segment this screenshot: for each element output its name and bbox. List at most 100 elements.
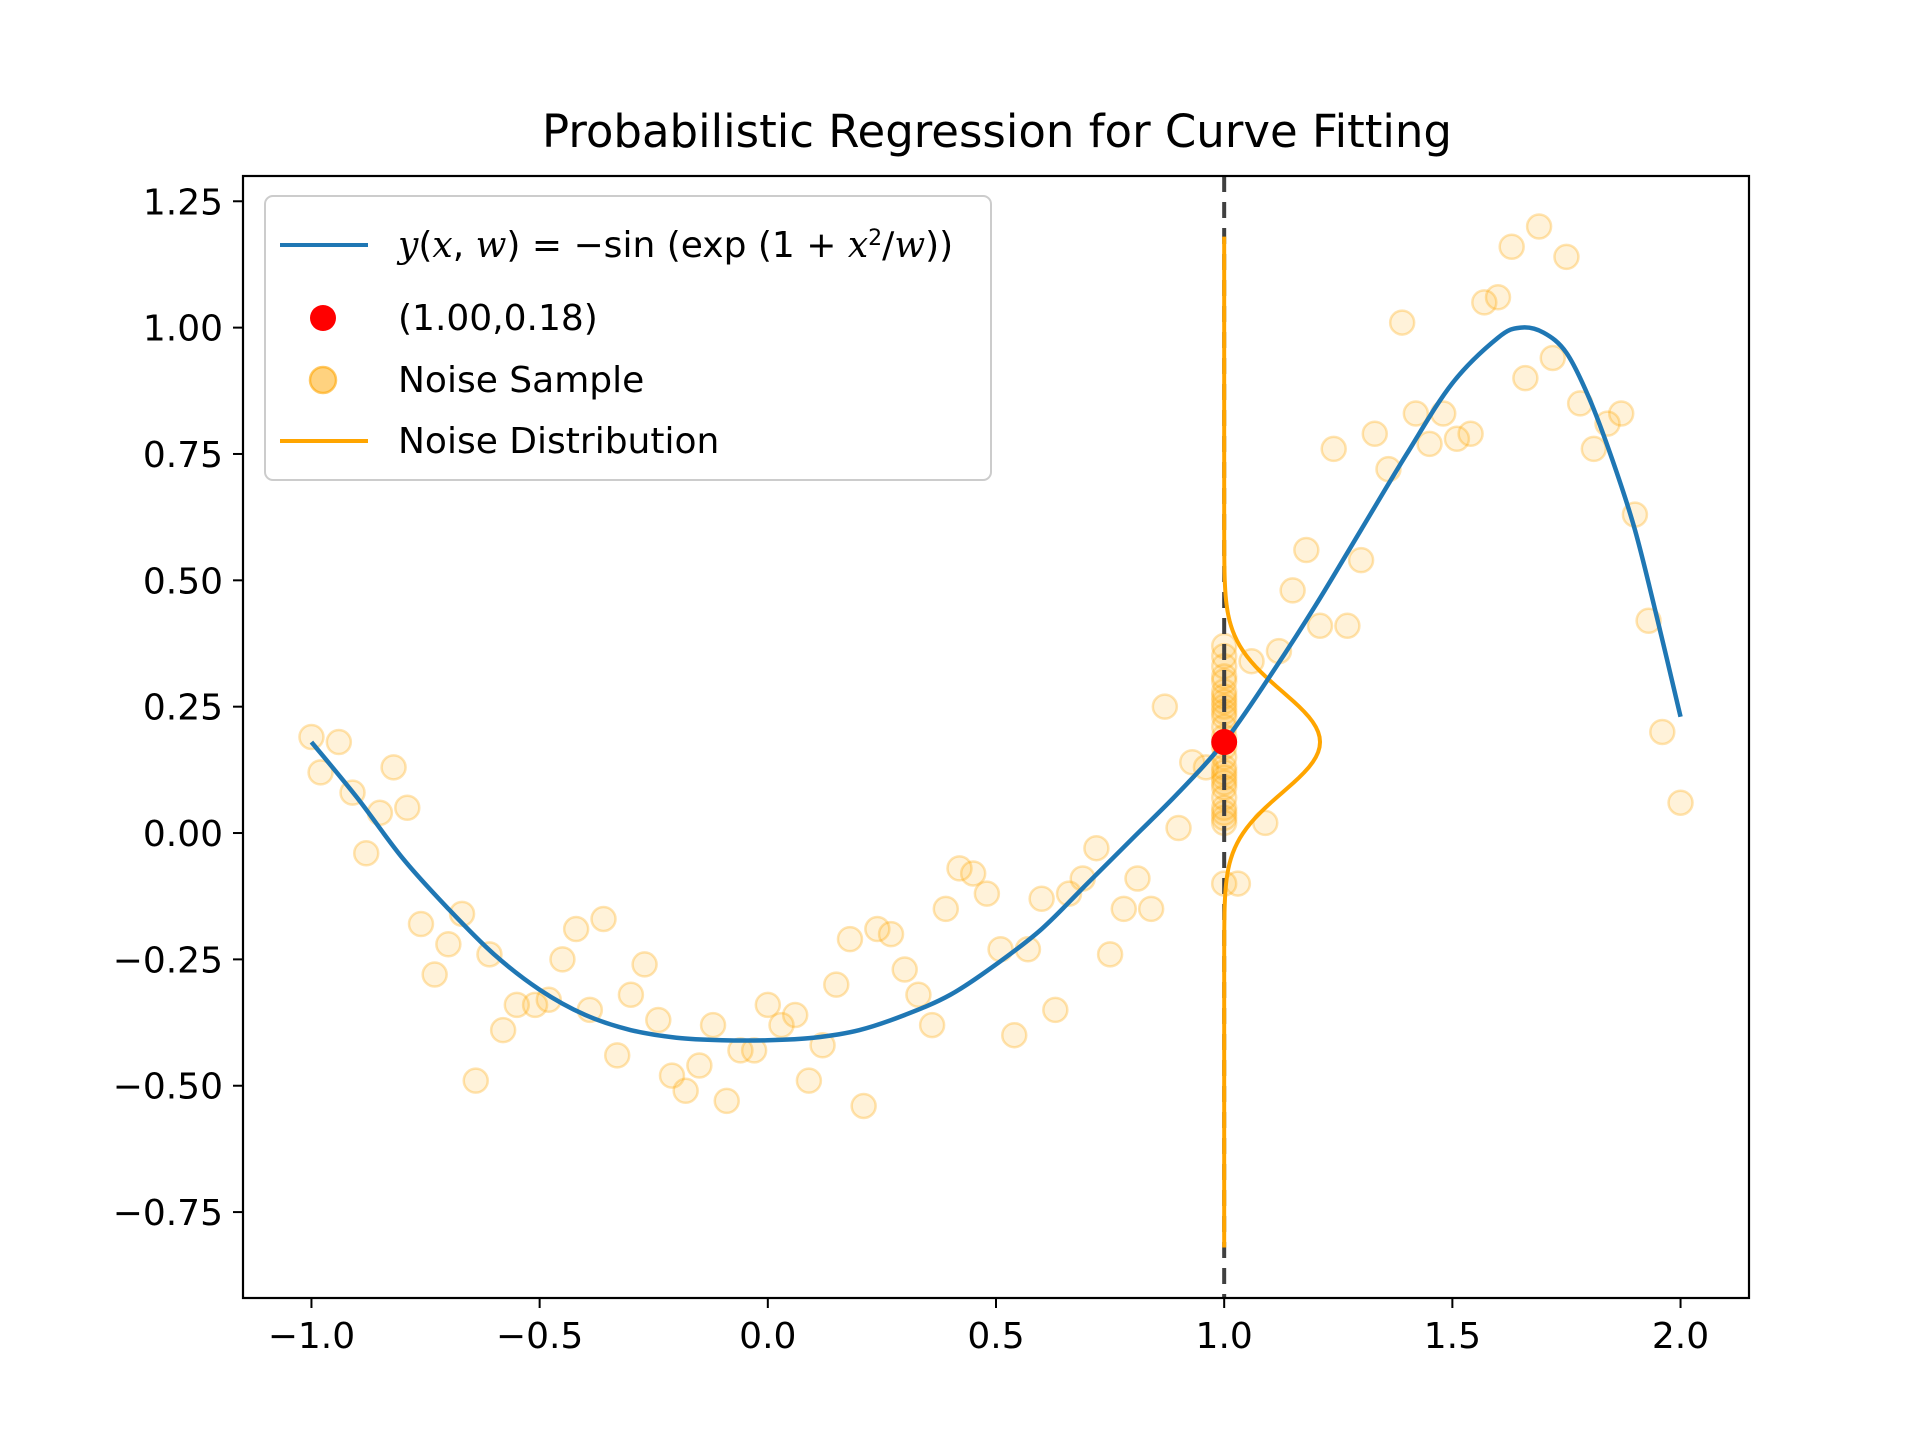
noise-sample-point: [1137, 895, 1165, 923]
noise-sample-point: [1457, 420, 1484, 448]
noise-sample-point: [549, 946, 576, 973]
noise-sample-point: [1512, 364, 1539, 392]
highlight-point: [1211, 729, 1238, 756]
model-curve: [309, 325, 1683, 1043]
noise-sample-point: [489, 1016, 517, 1044]
noise-sample-point: [1402, 400, 1430, 427]
noise-sample-point: [1484, 284, 1512, 311]
noise-sample-point: [521, 991, 549, 1019]
noise-sample-point: [631, 951, 658, 978]
noise-sample-point: [1416, 430, 1443, 458]
noise-sample-point: [686, 1052, 713, 1079]
noise-sample-point: [325, 728, 353, 756]
noise-sample-point: [905, 981, 932, 1009]
legend: y(x, w) = −sin (exp (1 + x2/w)) (1.00,0.…: [264, 195, 992, 481]
noise-sample-point: [946, 855, 973, 882]
noise-sample-point: [1110, 895, 1138, 923]
y-tick-label: 1.00: [143, 309, 223, 350]
noise-sample-point: [503, 991, 531, 1019]
noise-sample-point: [407, 910, 435, 938]
x-tick-label: 0.5: [967, 1316, 1024, 1357]
noise-sample-point: [435, 930, 462, 958]
noise-sample-point: [1083, 834, 1110, 862]
noise-sample-point: [713, 1087, 740, 1115]
noise-sample-point: [1320, 435, 1347, 463]
y-tick-label: −0.50: [113, 1067, 223, 1108]
noise-sample-point: [394, 794, 421, 822]
chart-title: Probabilistic Regression for Curve Fitti…: [542, 105, 1452, 158]
noise-sample-point: [590, 905, 617, 933]
x-tick-label: 1.5: [1424, 1316, 1481, 1357]
noise-sample-point: [352, 839, 380, 867]
noise-sample-point: [823, 971, 850, 998]
x-tick-label: −1.0: [268, 1316, 355, 1357]
noise-sample-point: [366, 799, 394, 827]
noise-sample-point: [672, 1077, 699, 1105]
noise-sample-point: [1306, 612, 1334, 640]
noise-sample-point: [658, 1062, 686, 1089]
noise-sample-point: [1498, 233, 1525, 261]
noise-sample-point: [1334, 612, 1361, 640]
y-tick-label: −0.25: [113, 940, 223, 981]
noise-sample-point: [462, 1067, 489, 1094]
noise-sample-point: [1165, 814, 1192, 842]
plot-data: [298, 176, 1694, 1298]
noise-sample-point: [1361, 420, 1389, 448]
y-tick-label: −0.75: [113, 1193, 223, 1234]
legend-noise-distribution-label: Noise Distribution: [398, 421, 719, 462]
noise-sample-point: [307, 759, 334, 786]
legend-noise-sample-marker: [308, 365, 338, 395]
noise-sample-point: [959, 860, 987, 887]
noise-sample-point: [1001, 1021, 1028, 1049]
noise-sample-point: [1607, 400, 1635, 427]
noise-sample-point: [1096, 941, 1124, 968]
noise-sample-point: [1347, 546, 1375, 574]
noise-sample-point: [781, 1001, 809, 1029]
noise-sample-point: [562, 915, 590, 943]
noise-sample-point: [1539, 344, 1567, 372]
y-tick-label: 0.75: [143, 435, 223, 476]
legend-curve-label: y(x, w) = −sin (exp (1 + x2/w)): [396, 225, 953, 266]
legend-point-label: (1.00,0.18): [398, 298, 598, 339]
noise-sample-point: [1293, 536, 1320, 564]
y-tick-label: 0.00: [143, 814, 223, 855]
x-tick-label: 1.0: [1196, 1316, 1253, 1357]
legend-noise-sample-label: Noise Sample: [398, 360, 644, 401]
noise-sample-point: [380, 754, 407, 781]
noise-sample-point: [1471, 289, 1498, 316]
noise-sample-point: [754, 991, 782, 1019]
x-tick-label: −0.5: [496, 1316, 583, 1357]
noise-sample-point: [1580, 435, 1608, 463]
noise-sample-point: [617, 981, 645, 1009]
y-tick-label: 0.25: [143, 688, 223, 729]
noise-sample-point: [1525, 213, 1553, 240]
noise-sample-point: [864, 915, 891, 943]
noise-sample-point: [1388, 309, 1416, 336]
legend-frame: [264, 195, 992, 481]
noise-sample-point: [850, 1092, 877, 1120]
noise-sample-point: [836, 925, 864, 953]
noise-sample-point: [421, 961, 448, 988]
axis-ticks: −1.0 −0.5 0.0 0.5 1.0 1.5 2.0 −0.75 −0.50 −0.25 0.…: [113, 182, 1710, 1357]
noise-sample-point: [932, 895, 960, 923]
noise-sample-point: [1443, 425, 1471, 453]
noise-distribution-curve: [1222, 236, 1323, 1248]
noise-sample-point: [1124, 865, 1151, 892]
noise-sample-point: [476, 941, 503, 968]
noise-sample-point: [973, 880, 1001, 907]
noise-sample-point: [645, 1006, 672, 1034]
noise-sample-point: [1667, 789, 1694, 816]
noise-sample-point: [1055, 880, 1083, 907]
noise-sample-point: [699, 1011, 727, 1039]
y-tick-label: 0.50: [143, 561, 223, 602]
noise-sample-point: [1279, 577, 1306, 604]
noise-sample-point: [1553, 243, 1580, 271]
noise-sample-point: [1028, 885, 1055, 912]
noise-sample-point: [768, 1011, 795, 1039]
x-tick-label: 0.0: [739, 1316, 796, 1357]
noise-sample-point: [1649, 718, 1676, 746]
y-tick-label: 1.25: [143, 182, 223, 223]
noise-sample-point: [877, 920, 905, 948]
x-tick-label: 2.0: [1652, 1316, 1709, 1357]
